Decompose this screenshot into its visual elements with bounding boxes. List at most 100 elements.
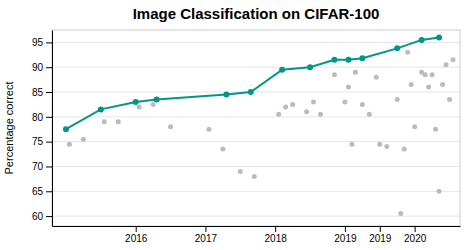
scatter-point xyxy=(444,62,449,67)
scatter-point xyxy=(398,211,403,216)
tick: 70 xyxy=(32,161,52,172)
scatter-point xyxy=(238,169,243,174)
tick-label: 60 xyxy=(32,211,44,222)
line-marker xyxy=(345,57,351,63)
title: Image Classification on CIFAR-100 xyxy=(133,5,380,22)
scatter-point xyxy=(220,147,225,152)
tick-mark xyxy=(345,226,346,232)
tick-label: 65 xyxy=(32,186,44,197)
scatter-point xyxy=(360,102,365,107)
tick-label: 2019 xyxy=(369,233,392,244)
series-line xyxy=(63,34,442,132)
tick-mark xyxy=(380,226,381,232)
tick-label: 75 xyxy=(32,136,44,147)
line-marker xyxy=(63,126,69,132)
tick-mark xyxy=(205,226,206,232)
scatter-point xyxy=(318,112,323,117)
line-marker xyxy=(154,96,160,102)
chart: 2016201720182019201920206065707580859095… xyxy=(0,0,474,250)
series-scatter xyxy=(67,50,456,216)
scatter-point xyxy=(304,109,309,114)
scatter-point xyxy=(374,75,379,80)
scatter-point xyxy=(252,174,257,179)
line-marker xyxy=(394,45,400,51)
grid-line xyxy=(52,67,460,68)
scatter-point xyxy=(412,124,417,129)
line-marker xyxy=(248,89,254,95)
tick: 85 xyxy=(32,87,52,98)
axis-line xyxy=(52,31,53,227)
tick-mark xyxy=(46,92,52,93)
tick-mark xyxy=(46,117,52,118)
plot: 2016201720182019201920206065707580859095 xyxy=(32,30,461,244)
tick-label: 2017 xyxy=(195,233,218,244)
scatter-point xyxy=(384,144,389,149)
scatter-point xyxy=(276,112,281,117)
tick: 65 xyxy=(32,186,52,197)
tick-mark xyxy=(46,67,52,68)
scatter-point xyxy=(395,97,400,102)
tick: 75 xyxy=(32,136,52,147)
tick: 2017 xyxy=(195,226,218,244)
scatter-point xyxy=(102,119,107,124)
scatter-point xyxy=(349,142,354,147)
grid-line xyxy=(52,216,460,217)
grid-line xyxy=(52,116,460,117)
tick-label: 90 xyxy=(32,62,44,73)
scatter-point xyxy=(426,85,431,90)
scatter-point xyxy=(402,147,407,152)
marks xyxy=(63,34,456,216)
plot-frame xyxy=(52,30,460,226)
tick-mark xyxy=(46,216,52,217)
scatter-point xyxy=(116,119,121,124)
line-marker xyxy=(279,67,285,73)
tick-mark xyxy=(136,226,137,232)
scatter-point xyxy=(405,50,410,55)
scatter-point xyxy=(206,127,211,132)
scatter-point xyxy=(151,102,156,107)
tick-mark xyxy=(275,226,276,232)
grid-line xyxy=(52,166,460,167)
tick: 2016 xyxy=(125,226,148,244)
tick-label: 70 xyxy=(32,161,44,172)
tick-label: 2020 xyxy=(404,233,427,244)
tick-mark xyxy=(46,42,52,43)
line-marker xyxy=(307,64,313,70)
y-axis-title: Percentage correct xyxy=(3,82,15,175)
scatter-point xyxy=(423,72,428,77)
scatter-point xyxy=(430,72,435,77)
tick: 2019 xyxy=(334,226,357,244)
tick: 2019 xyxy=(369,226,392,244)
grid-line xyxy=(52,92,460,93)
grid-line xyxy=(52,141,460,142)
tick-mark xyxy=(46,191,52,192)
tick-label: 2019 xyxy=(334,233,357,244)
tick-mark xyxy=(46,166,52,167)
tick: 60 xyxy=(32,211,52,222)
scatter-point xyxy=(342,99,347,104)
scatter-point xyxy=(346,85,351,90)
line-marker xyxy=(359,55,365,61)
scatter-point xyxy=(332,72,337,77)
scatter-point xyxy=(447,97,452,102)
line-marker xyxy=(223,92,229,98)
x-axis: 2016 2017 2018 2019 2019 2020 xyxy=(53,226,461,244)
grid-line xyxy=(52,191,460,192)
scatter-point xyxy=(440,82,445,87)
scatter-point xyxy=(451,57,456,62)
scatter-point xyxy=(437,189,442,194)
line-marker xyxy=(331,57,337,63)
tick: 90 xyxy=(32,62,52,73)
y-axis: 6065707580859095 xyxy=(32,31,53,227)
grid xyxy=(52,42,460,216)
scatter-point xyxy=(409,82,414,87)
line-marker xyxy=(419,37,425,43)
line-marker xyxy=(98,106,104,112)
tick-label: 2016 xyxy=(125,233,148,244)
scatter-point xyxy=(81,137,86,142)
scatter-point xyxy=(377,142,382,147)
axis-line xyxy=(53,226,461,227)
scatter-point xyxy=(168,124,173,129)
tick: 2018 xyxy=(265,226,288,244)
tick: 80 xyxy=(32,112,52,123)
